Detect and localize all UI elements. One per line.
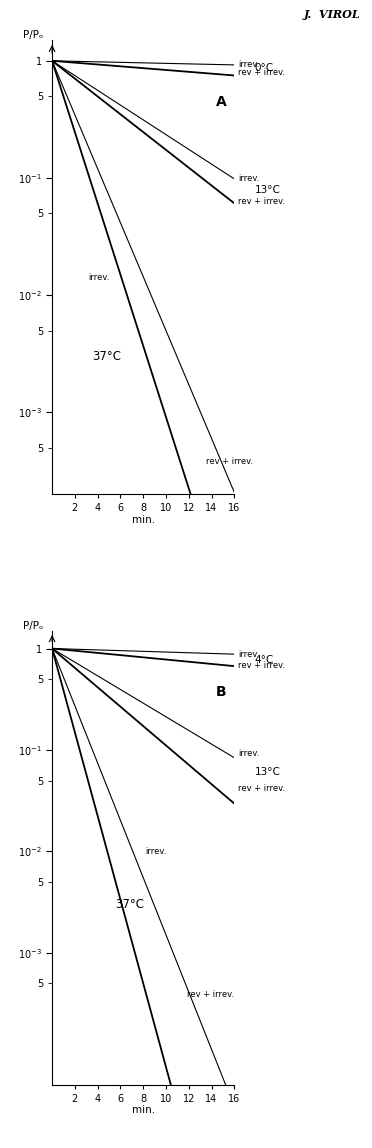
Text: B: B (216, 685, 227, 699)
X-axis label: min.: min. (132, 1106, 155, 1115)
Text: J.  VIROL: J. VIROL (304, 9, 361, 21)
Text: 13°C: 13°C (255, 768, 281, 777)
Text: irrev.: irrev. (145, 847, 167, 856)
Text: 13°C: 13°C (255, 185, 281, 195)
Text: rev + irrev.: rev + irrev. (238, 661, 285, 670)
X-axis label: min.: min. (132, 514, 155, 525)
Text: irrev.: irrev. (238, 650, 259, 659)
Text: irrev.: irrev. (89, 273, 110, 282)
Text: 37°C: 37°C (92, 350, 121, 363)
Text: rev + irrev.: rev + irrev. (206, 457, 253, 466)
Text: A: A (216, 94, 227, 109)
Text: P/Pₒ: P/Pₒ (23, 621, 43, 630)
Text: rev + irrev.: rev + irrev. (238, 68, 285, 77)
Text: 37°C: 37°C (115, 898, 144, 912)
Text: 0°C: 0°C (255, 63, 274, 73)
Text: irrev.: irrev. (238, 750, 259, 758)
Text: irrev.: irrev. (238, 173, 259, 183)
Text: P/Pₒ: P/Pₒ (23, 30, 43, 40)
Text: 4°C: 4°C (255, 656, 274, 665)
Text: rev + irrev.: rev + irrev. (238, 197, 285, 205)
Text: irrev.: irrev. (238, 60, 259, 69)
Text: rev + irrev.: rev + irrev. (238, 784, 285, 792)
Text: rev + irrev.: rev + irrev. (186, 990, 234, 999)
